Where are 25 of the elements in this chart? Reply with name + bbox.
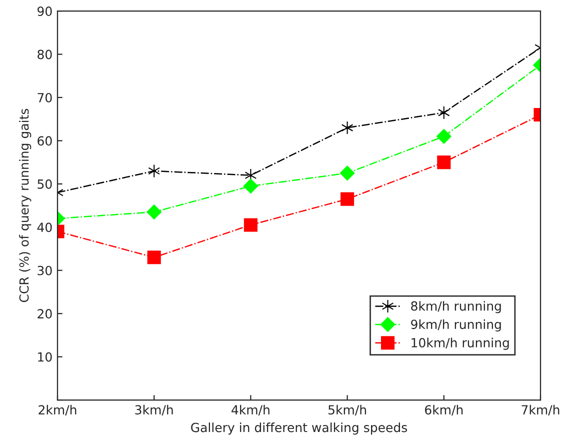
x-tick-label: 4km/h <box>232 404 270 416</box>
y-tick-label: 20 <box>38 309 52 318</box>
y-tick-label: 70 <box>38 92 52 102</box>
y-tick-label: 10 <box>38 352 52 362</box>
y-tick-label: 30 <box>38 266 52 276</box>
legend-label: 10km/h running <box>412 338 509 350</box>
point <box>340 166 355 181</box>
y-axis-title: CCR (%) of query running gaits <box>19 108 32 302</box>
legend-label: 8km/h running <box>411 301 501 314</box>
point <box>244 218 258 232</box>
y-tick-label: 60 <box>38 136 52 146</box>
x-tick-label: 5km/h <box>328 404 366 416</box>
point <box>341 120 354 135</box>
y-tick-label: 90 <box>38 6 52 16</box>
y-tick-label: 50 <box>38 179 52 189</box>
point <box>340 192 354 206</box>
point <box>243 178 258 194</box>
legend-label: 9km/h running <box>411 319 501 332</box>
y-tick-label: 80 <box>38 50 52 60</box>
x-tick-label: 6km/h <box>425 404 463 416</box>
x-axis-title: Gallery in different walking speeds <box>191 422 408 435</box>
x-tick-label: 7km/h <box>522 404 560 416</box>
x-tick-label: 2km/h <box>38 404 76 416</box>
x-tick-label: 3km/h <box>135 404 173 416</box>
y-tick-label: 40 <box>37 222 52 232</box>
